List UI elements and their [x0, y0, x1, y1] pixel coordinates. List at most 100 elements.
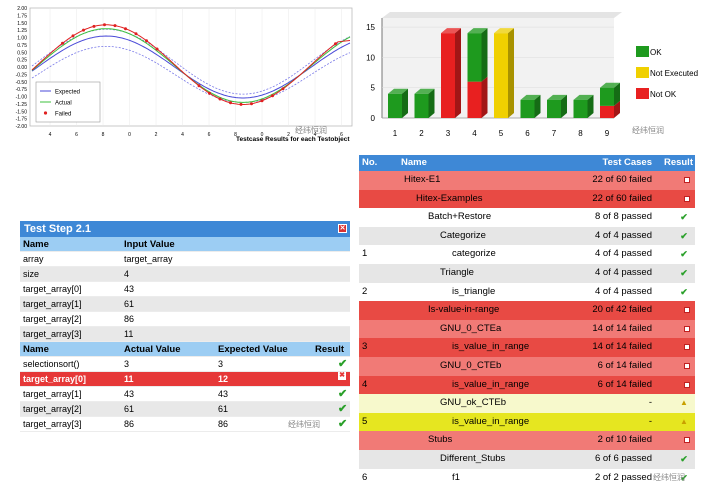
check-icon: ✔: [680, 249, 688, 260]
results-row[interactable]: GNU_0_CTEb 6 of 14 failed: [359, 356, 695, 376]
results-row[interactable]: GNU_0_CTEa 14 of 14 failed: [359, 319, 695, 339]
results-row[interactable]: 6 f1 2 of 2 passed ✔ 经纬恒润: [359, 468, 695, 488]
output-actual: 3: [124, 359, 130, 369]
row-number: 6: [362, 471, 368, 483]
input-row: array target_array: [20, 252, 350, 267]
results-header-row: No. Name Test Cases Result: [359, 155, 695, 171]
row-test-cases: 14 of 14 failed: [592, 341, 652, 353]
results-row[interactable]: Categorize 4 of 4 passed ✔: [359, 226, 695, 246]
ok-bar-top: [600, 82, 620, 88]
output-expected: 61: [218, 404, 229, 414]
output-name: target_array[2]: [23, 404, 82, 414]
input-value: 11: [124, 329, 134, 339]
results-row[interactable]: 5 is_value_in_range - ▲: [359, 412, 695, 432]
not-ok-bar: [467, 81, 482, 118]
results-row[interactable]: Hitex-E1 22 of 60 failed: [359, 171, 695, 190]
y-tick-label: 2.00: [17, 6, 27, 12]
row-test-cases: 6 of 14 failed: [597, 378, 652, 390]
row-name: is_value_in_range: [452, 415, 530, 427]
input-value: target_array: [124, 254, 173, 264]
row-name: Hitex-Examples: [416, 192, 483, 204]
output-row[interactable]: target_array[3] 86 86 ✔ 经纬恒润: [20, 417, 350, 432]
input-name: target_array[3]: [23, 329, 82, 339]
results-row[interactable]: Batch+Restore 8 of 8 passed ✔: [359, 208, 695, 227]
row-test-cases: 22 of 60 failed: [592, 174, 652, 185]
ok-bar-side: [402, 88, 408, 118]
x-tick-label: 5: [499, 129, 504, 138]
results-row[interactable]: 3 is_value_in_range 14 of 14 failed: [359, 338, 695, 357]
y-tick-label: 0.75: [17, 43, 27, 49]
y-tick-label: -1.00: [16, 95, 28, 101]
row-name: Different_Stubs: [440, 452, 506, 464]
ok-bar-top: [547, 94, 567, 100]
results-row[interactable]: Hitex-Examples 22 of 60 failed: [359, 189, 695, 209]
output-name: target_array[1]: [23, 389, 82, 399]
x-tick-label: 4: [49, 132, 52, 138]
input-value: 4: [124, 269, 130, 279]
failed-point: [260, 99, 264, 103]
row-name: Batch+Restore: [428, 211, 492, 223]
legend-actual: Actual: [55, 101, 72, 107]
failed-point: [113, 24, 117, 28]
failed-point: [103, 23, 106, 27]
ok-bar: [573, 99, 588, 118]
input-name: target_array[1]: [23, 299, 82, 309]
check-icon: ✔: [680, 212, 688, 223]
output-expected: 43: [218, 389, 229, 399]
results-row[interactable]: 4 is_value_in_range 6 of 14 failed: [359, 375, 695, 395]
output-row[interactable]: target_array[2] 61 61 ✔: [20, 402, 350, 417]
failed-point: [208, 91, 211, 95]
x-tick-label: 6: [208, 132, 211, 138]
row-test-cases: 14 of 14 failed: [592, 322, 652, 334]
row-name: Triangle: [440, 266, 474, 278]
ok-bar-side: [428, 88, 435, 118]
bar-chart-legend: OK Not Executed Not OK: [636, 46, 698, 99]
x-tick-label: 7: [552, 129, 557, 138]
output-row-failed[interactable]: target_array[0] 11 12 ✖: [20, 372, 350, 387]
close-icon[interactable]: ✕: [338, 224, 347, 233]
results-row[interactable]: Stubs 2 of 10 failed: [359, 431, 695, 450]
row-name: GNU_0_CTEb: [440, 359, 502, 371]
check-icon: ✔: [680, 230, 688, 241]
not-ok-bar-side: [614, 100, 620, 118]
check-icon: ✔: [680, 286, 688, 297]
x-tick-label: 4: [314, 132, 317, 138]
row-name: categorize: [452, 248, 496, 260]
ok-bar: [414, 93, 429, 118]
lower-bound-line: [31, 46, 351, 103]
watermark-bar-chart: 经纬恒润: [632, 125, 664, 135]
input-row: target_array[1] 61: [20, 297, 350, 312]
results-row[interactable]: 1 categorize 4 of 4 passed ✔: [359, 245, 695, 264]
x-tick-label: 2: [419, 129, 424, 138]
legend-expected: Expected: [55, 90, 80, 96]
not-ok-bar-side: [481, 76, 488, 118]
results-row[interactable]: Is-value-in-range 20 of 42 failed: [359, 301, 695, 320]
input-row: target_array[0] 43: [20, 282, 350, 297]
row-test-cases: 2 of 2 passed: [594, 471, 652, 483]
output-row[interactable]: selectionsort() 3 3 ✔: [20, 357, 350, 372]
x-tick-label: 9: [605, 129, 610, 138]
row-test-cases: 4 of 4 passed: [594, 248, 652, 260]
check-icon: ✔: [680, 472, 688, 483]
ok-bar-side: [587, 94, 594, 118]
results-row[interactable]: GNU_ok_CTEb - ▲: [359, 394, 695, 413]
y-tick-label: 0.00: [17, 65, 27, 71]
x-tick-label: 0: [128, 132, 131, 138]
row-name: GNU_ok_CTEb: [440, 397, 506, 409]
y-tick-label: -1.75: [16, 117, 28, 123]
results-row[interactable]: Triangle 4 of 4 passed ✔: [359, 263, 695, 283]
row-test-cases: 2 of 10 failed: [597, 434, 652, 446]
x-tick-label: 2: [155, 132, 158, 138]
ok-bar-side: [561, 94, 567, 118]
results-row[interactable]: 2 is_triangle 4 of 4 passed ✔: [359, 282, 695, 302]
legend-ok: OK: [650, 48, 662, 57]
input-name: target_array[2]: [23, 314, 82, 324]
header-name: Name: [401, 157, 427, 168]
failed-point: [82, 28, 85, 32]
output-header-result: Result: [315, 344, 345, 355]
row-name: is_value_in_range: [452, 378, 530, 390]
output-row[interactable]: target_array[1] 43 43 ✔: [20, 387, 350, 402]
ok-bar: [600, 87, 614, 106]
results-row[interactable]: Different_Stubs 6 of 6 passed ✔: [359, 449, 695, 469]
